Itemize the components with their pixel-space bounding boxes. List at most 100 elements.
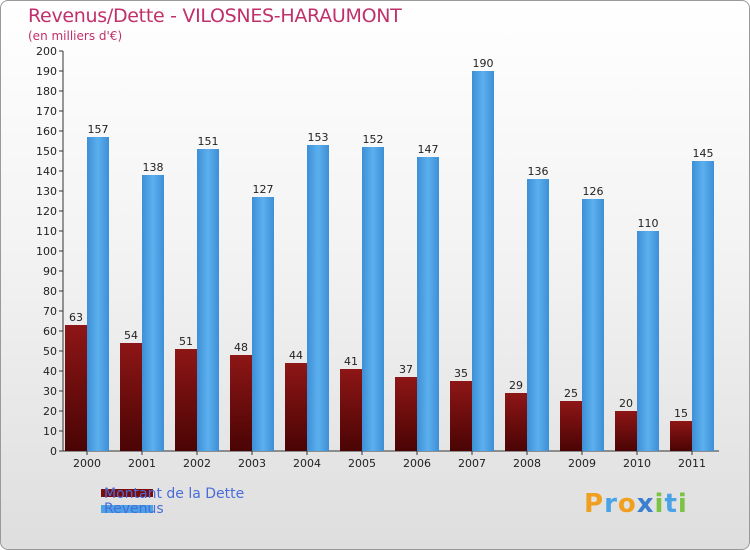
x-tick-label: 2002 [183, 457, 211, 470]
value-label-dette: 41 [344, 355, 358, 368]
y-tick-label: 50 [43, 345, 57, 358]
bar-revenus [362, 147, 384, 451]
logo-letter: i [654, 489, 665, 519]
bar-dette [120, 343, 142, 451]
legend-label-revenus: Revenus [104, 501, 164, 517]
bar-revenus [527, 179, 549, 451]
bar-dette [285, 363, 307, 451]
value-label-revenus: 190 [473, 57, 494, 70]
y-tick-label: 70 [43, 305, 57, 318]
x-tick-label: 2001 [128, 457, 156, 470]
bar-dette [230, 355, 252, 451]
bar-dette [65, 325, 87, 451]
y-tick-label: 120 [36, 205, 57, 218]
chart-subtitle: (en milliers d'€) [28, 29, 123, 43]
bar-revenus [472, 71, 494, 451]
value-label-revenus: 138 [143, 161, 164, 174]
y-tick-label: 190 [36, 65, 57, 78]
x-tick-label: 2007 [458, 457, 486, 470]
value-label-revenus: 136 [528, 165, 549, 178]
value-label-revenus: 147 [418, 143, 439, 156]
bar-revenus [637, 231, 659, 451]
y-tick-label: 130 [36, 185, 57, 198]
value-label-dette: 54 [124, 329, 138, 342]
bar-dette [450, 381, 472, 451]
value-label-dette: 44 [289, 349, 303, 362]
x-tick-label: 2000 [73, 457, 101, 470]
x-tick-label: 2008 [513, 457, 541, 470]
y-tick-label: 160 [36, 125, 57, 138]
legend-label-dette: Montant de la Dette [104, 486, 245, 502]
value-label-dette: 63 [69, 311, 83, 324]
y-tick-label: 20 [43, 405, 57, 418]
y-tick-label: 150 [36, 145, 57, 158]
bar-dette [395, 377, 417, 451]
x-axis: 2000 2001 2002 2003 2004 2005 2006 2007 2008 2009… [73, 451, 706, 470]
logo-letter: x [636, 489, 655, 519]
value-label-dette: 48 [234, 341, 248, 354]
bar-dette [615, 411, 637, 451]
x-tick-label: 2011 [678, 457, 706, 470]
bar-revenus [692, 161, 714, 451]
bar-revenus [87, 137, 109, 451]
bar-revenus [142, 175, 164, 451]
value-label-revenus: 127 [253, 183, 274, 196]
value-label-revenus: 153 [308, 131, 329, 144]
y-tick-label: 60 [43, 325, 57, 338]
x-tick-label: 2010 [623, 457, 651, 470]
x-tick-label: 2006 [403, 457, 431, 470]
y-tick-label: 30 [43, 385, 57, 398]
bar-dette [560, 401, 582, 451]
value-label-dette: 37 [399, 363, 413, 376]
value-label-revenus: 152 [363, 133, 384, 146]
logo-letter: t [664, 489, 678, 519]
logo-letter: i [677, 489, 688, 519]
value-label-dette: 15 [674, 407, 688, 420]
logo-letter: r [604, 489, 618, 519]
proxiti-logo: Proxiti [584, 489, 688, 519]
y-tick-label: 10 [43, 425, 57, 438]
legend-swatch-dette [101, 489, 153, 497]
y-tick-label: 0 [50, 445, 57, 458]
y-tick-label: 200 [36, 45, 57, 58]
legend-swatch-revenus [101, 505, 153, 513]
value-label-dette: 29 [509, 379, 523, 392]
y-tick-label: 40 [43, 365, 57, 378]
logo-letter: P [584, 489, 605, 519]
value-label-dette: 51 [179, 335, 193, 348]
bar-revenus [197, 149, 219, 451]
chart-title: Revenus/Dette - VILOSNES-HARAUMONT [28, 5, 402, 27]
bars: 63 157 54 138 51 151 48 127 44 153 41 152 37 147 35 190… [65, 57, 714, 451]
value-label-dette: 35 [454, 367, 468, 380]
bar-dette [505, 393, 527, 451]
y-tick-label: 170 [36, 105, 57, 118]
bar-revenus [417, 157, 439, 451]
y-tick-label: 110 [36, 225, 57, 238]
bar-dette [340, 369, 362, 451]
x-tick-label: 2004 [293, 457, 321, 470]
value-label-revenus: 157 [88, 123, 109, 136]
x-tick-label: 2009 [568, 457, 596, 470]
y-tick-label: 90 [43, 265, 57, 278]
bar-revenus [252, 197, 274, 451]
y-tick-label: 80 [43, 285, 57, 298]
x-tick-label: 2003 [238, 457, 266, 470]
value-label-dette: 20 [619, 397, 633, 410]
value-label-revenus: 151 [198, 135, 219, 148]
x-tick-label: 2005 [348, 457, 376, 470]
bar-dette [175, 349, 197, 451]
value-label-revenus: 145 [693, 147, 714, 160]
y-axis: 0 10 20 30 40 50 60 70 80 90 100 110 120 130 140 150 160… [36, 45, 719, 458]
bar-dette [670, 421, 692, 451]
y-tick-label: 140 [36, 165, 57, 178]
value-label-dette: 25 [564, 387, 578, 400]
bar-revenus [307, 145, 329, 451]
logo-letter: o [617, 489, 637, 519]
y-tick-label: 180 [36, 85, 57, 98]
value-label-revenus: 126 [583, 185, 604, 198]
y-tick-label: 100 [36, 245, 57, 258]
bar-revenus [582, 199, 604, 451]
value-label-revenus: 110 [638, 217, 659, 230]
